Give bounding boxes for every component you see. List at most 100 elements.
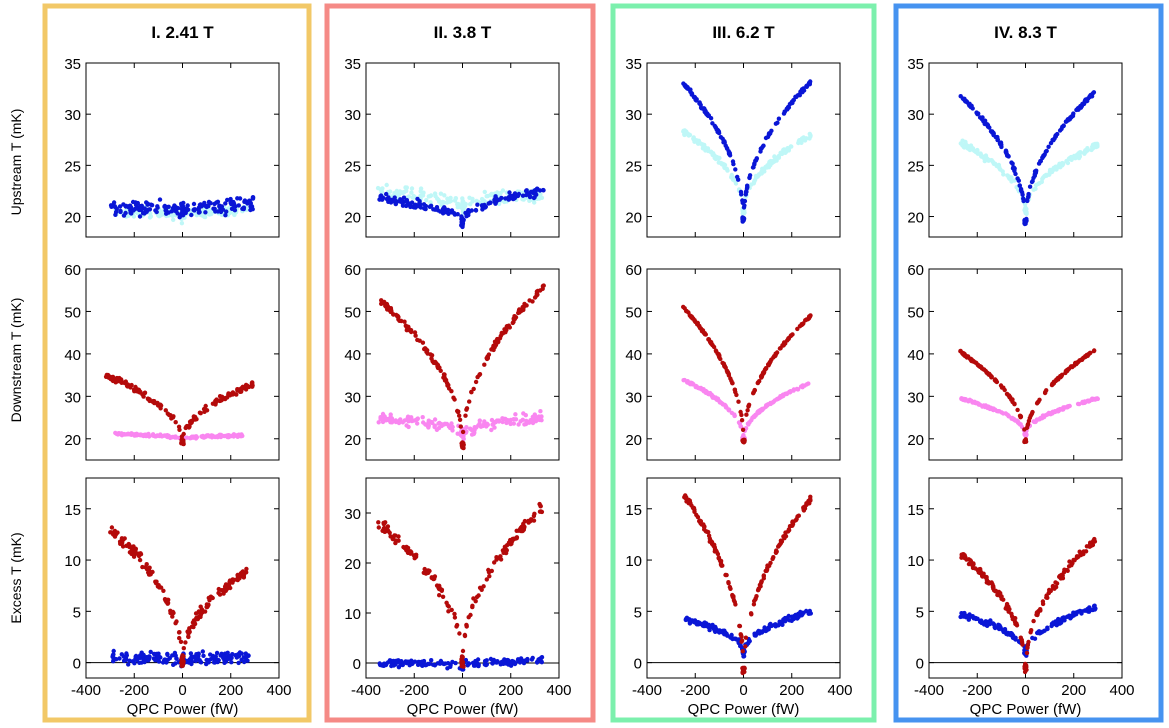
data-point — [797, 93, 802, 98]
x-tick-label: -200 — [962, 682, 992, 699]
data-point — [173, 420, 178, 425]
y-tick-label: 20 — [344, 556, 361, 573]
data-point — [154, 651, 159, 657]
data-point — [223, 201, 228, 206]
data-point — [962, 145, 967, 150]
data-point — [1083, 549, 1089, 554]
data-point — [1079, 551, 1084, 556]
data-point — [530, 299, 535, 304]
data-point — [1078, 150, 1084, 155]
data-point — [216, 433, 221, 439]
data-point — [229, 201, 234, 207]
subplot-I-3: 0 5 10 15 -400 -200 0 200 400 QPC Power (fW) — [64, 477, 292, 718]
data-point — [156, 583, 161, 588]
data-point — [1090, 142, 1096, 147]
data-point — [1009, 160, 1014, 165]
ylabel-downstream: Downstream T (mK) — [8, 298, 24, 423]
data-point — [515, 193, 521, 199]
data-point — [188, 421, 193, 426]
data-point — [403, 660, 408, 665]
data-point — [406, 550, 411, 555]
data-point — [118, 209, 123, 215]
data-point — [974, 110, 979, 115]
subplot-I-2: 20 30 40 50 60 — [64, 262, 280, 461]
data-point — [381, 663, 387, 668]
data-point — [743, 192, 748, 197]
data-point — [181, 439, 186, 444]
data-point — [752, 161, 757, 166]
data-point — [440, 594, 446, 599]
data-point — [719, 563, 724, 568]
y-tick-label: 15 — [907, 502, 924, 519]
data-point — [428, 203, 434, 208]
data-point — [1026, 194, 1031, 200]
data-point — [1040, 599, 1046, 604]
y-tick-label: 40 — [344, 347, 361, 364]
data-point — [791, 615, 796, 620]
data-point — [807, 611, 813, 616]
data-point — [484, 424, 489, 429]
data-point — [1022, 666, 1027, 671]
data-point — [391, 312, 396, 317]
data-point — [764, 628, 769, 633]
data-point — [799, 322, 804, 328]
data-point — [379, 298, 384, 303]
data-point — [993, 625, 998, 630]
data-point — [413, 554, 419, 559]
y-tick-label: 60 — [907, 262, 924, 279]
data-point — [990, 621, 996, 626]
data-point — [743, 635, 749, 640]
panel-frame-IV — [893, 3, 1164, 723]
data-point — [740, 649, 745, 654]
data-point — [1001, 629, 1006, 635]
data-point — [455, 409, 461, 415]
data-point — [744, 412, 749, 417]
data-point — [751, 602, 757, 607]
data-point — [428, 193, 434, 198]
data-point — [1037, 416, 1042, 422]
data-point — [132, 389, 137, 394]
data-point — [701, 330, 707, 336]
data-point — [471, 386, 476, 392]
data-point — [142, 390, 148, 395]
series-excess_red — [682, 493, 813, 676]
data-point — [484, 658, 489, 663]
data-point — [206, 199, 212, 205]
data-point — [1058, 573, 1064, 579]
data-point — [516, 310, 521, 316]
data-point — [1054, 581, 1060, 586]
data-point — [158, 402, 163, 407]
data-point — [445, 666, 450, 671]
data-point — [502, 545, 508, 550]
data-point — [235, 572, 240, 578]
data-point — [759, 579, 764, 584]
data-point — [170, 205, 176, 211]
data-point — [446, 386, 452, 391]
data-point — [445, 207, 451, 213]
data-point — [183, 640, 188, 645]
data-point — [771, 159, 776, 165]
x-tick-label: 400 — [827, 682, 852, 699]
data-point — [736, 399, 741, 404]
data-point — [717, 558, 723, 563]
data-point — [1082, 608, 1088, 613]
data-point — [690, 381, 695, 386]
data-point — [119, 431, 124, 436]
data-point — [162, 657, 167, 663]
series-downstream_dark — [681, 304, 813, 445]
data-point — [166, 412, 172, 418]
data-point — [1091, 90, 1097, 95]
data-point — [1024, 432, 1029, 437]
data-point — [215, 657, 221, 663]
data-point — [239, 651, 244, 656]
data-point — [206, 595, 211, 601]
data-point — [508, 418, 513, 423]
data-point — [193, 658, 198, 664]
data-point — [740, 427, 746, 432]
data-point — [222, 433, 227, 439]
data-point — [117, 204, 123, 209]
y-tick-label: 10 — [907, 553, 924, 570]
panel-frame-II — [324, 3, 596, 723]
data-point — [507, 190, 512, 195]
